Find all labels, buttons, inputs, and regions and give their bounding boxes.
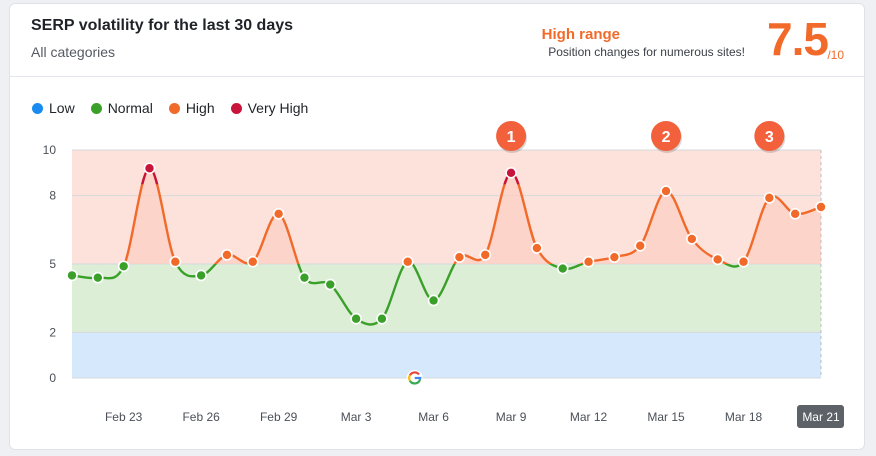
high-area-fill (72, 168, 821, 264)
data-point (298, 271, 311, 284)
google-icon-stroke (414, 376, 422, 380)
x-tick-label: Feb 26 (182, 410, 220, 424)
data-point (143, 162, 156, 175)
legend-label-low: Low (49, 100, 75, 116)
data-point (92, 271, 104, 284)
legend-dot-normal (90, 102, 102, 114)
data-point (272, 208, 285, 220)
google-icon (406, 370, 423, 386)
category-selector[interactable]: All categories (31, 44, 116, 60)
y-tick-label: 2 (49, 325, 56, 339)
card-header: SERP volatility for the last 30 days All… (10, 4, 864, 77)
x-tick-label-current: Mar 21 (802, 410, 840, 424)
google-icon-stroke (409, 371, 420, 376)
legend-dot-high (168, 102, 180, 114)
x-tick-label: Feb 29 (260, 410, 298, 424)
google-icon-stroke (408, 374, 411, 382)
current-date-badge (797, 405, 844, 428)
marker-badge (496, 121, 527, 151)
data-point (66, 269, 78, 282)
volatility-card: SERP volatility for the last 30 days All… (9, 3, 865, 450)
data-point (169, 255, 182, 268)
legend-label-very-high: Very High (247, 100, 309, 116)
legend-label-high: High (185, 100, 215, 116)
data-point (376, 312, 388, 325)
data-point (634, 239, 647, 252)
marker-label: 1 (507, 129, 516, 146)
data-point (505, 167, 517, 179)
data-point (195, 269, 207, 282)
legend-item-normal[interactable]: Normal (90, 100, 153, 116)
band-low (72, 332, 821, 378)
y-tick-label: 10 (43, 143, 57, 157)
data-point (246, 255, 259, 268)
data-point (324, 278, 337, 291)
data-point (479, 249, 492, 261)
legend-dot-low (32, 102, 43, 114)
data-point (686, 233, 698, 245)
data-point (737, 255, 750, 268)
x-tick-label: Mar 12 (570, 410, 608, 424)
legend-dot-very-high (230, 102, 242, 114)
data-point (815, 201, 827, 213)
data-point (556, 262, 569, 275)
x-tick-label: Mar 15 (647, 410, 685, 424)
data-point (608, 251, 621, 263)
legend-item-high[interactable]: High (168, 100, 215, 116)
data-point (453, 251, 466, 263)
marker-badge (754, 121, 785, 151)
data-point (401, 255, 414, 268)
data-point (763, 192, 776, 204)
volatility-chart: 0 2 5 8 10 Feb 23 Feb 26 Feb 29 Mar 3 Mar 6 Mar 9 M… (43, 121, 844, 428)
chart-legend: Low Normal High Very High (32, 100, 308, 116)
x-tick-label: Mar 9 (496, 410, 527, 424)
band-high (72, 150, 821, 264)
data-point (582, 255, 595, 268)
y-tick-label: 5 (49, 257, 56, 271)
x-tick-label: Mar 6 (418, 410, 449, 424)
x-tick-label: Mar 3 (341, 410, 372, 424)
data-point (660, 185, 672, 197)
y-tick-label: 0 (49, 371, 56, 385)
range-subtitle: Position changes for numerous sites! (548, 45, 745, 59)
marker-label: 3 (765, 129, 774, 146)
marker-label: 2 (662, 129, 671, 146)
data-point (711, 253, 724, 266)
google-icon-stroke (409, 379, 422, 385)
legend-item-low[interactable]: Low (32, 100, 75, 116)
legend-item-very-high[interactable]: Very High (230, 100, 309, 116)
data-point (221, 249, 233, 261)
x-tick-label: Mar 18 (725, 410, 763, 424)
range-title: High range (541, 26, 620, 43)
volatility-score: 7.5 (767, 13, 829, 65)
chart-title: SERP volatility for the last 30 days (31, 17, 294, 34)
series-line-normal (72, 264, 743, 326)
data-point (427, 294, 440, 307)
marker-badge (651, 121, 682, 151)
data-point (531, 242, 543, 254)
data-point (789, 208, 801, 220)
legend-label-normal: Normal (107, 100, 153, 116)
score-max: /10 (827, 48, 844, 62)
y-tick-label: 8 (49, 189, 56, 203)
data-point (117, 260, 130, 273)
x-tick-label: Feb 23 (105, 410, 143, 424)
data-point (350, 312, 362, 325)
